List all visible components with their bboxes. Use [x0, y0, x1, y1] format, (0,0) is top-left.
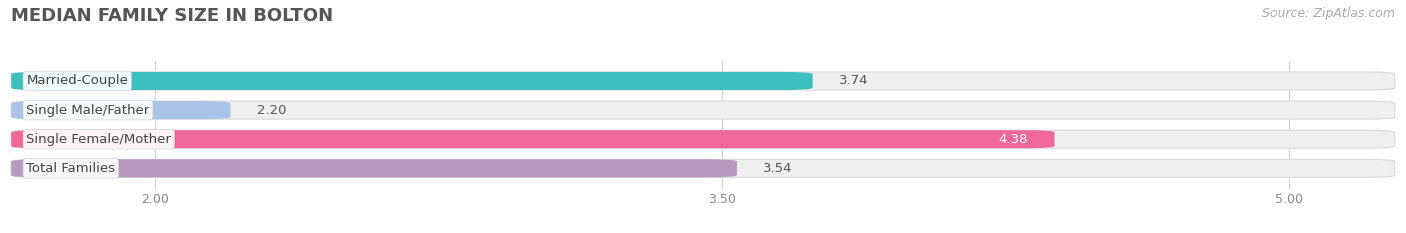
Text: 4.38: 4.38 [998, 133, 1028, 146]
Text: 2.20: 2.20 [257, 104, 287, 116]
Text: Source: ZipAtlas.com: Source: ZipAtlas.com [1261, 7, 1395, 20]
Text: Married-Couple: Married-Couple [27, 75, 128, 87]
FancyBboxPatch shape [11, 130, 1395, 148]
FancyBboxPatch shape [11, 101, 1395, 119]
Text: 3.74: 3.74 [839, 75, 869, 87]
FancyBboxPatch shape [11, 72, 1395, 90]
Text: Single Male/Father: Single Male/Father [27, 104, 149, 116]
Text: 3.54: 3.54 [763, 162, 793, 175]
FancyBboxPatch shape [11, 101, 231, 119]
Text: Total Families: Total Families [27, 162, 115, 175]
Text: MEDIAN FAMILY SIZE IN BOLTON: MEDIAN FAMILY SIZE IN BOLTON [11, 7, 333, 25]
FancyBboxPatch shape [11, 130, 1054, 148]
FancyBboxPatch shape [11, 159, 737, 177]
Text: Single Female/Mother: Single Female/Mother [27, 133, 172, 146]
FancyBboxPatch shape [11, 72, 813, 90]
FancyBboxPatch shape [11, 159, 1395, 177]
